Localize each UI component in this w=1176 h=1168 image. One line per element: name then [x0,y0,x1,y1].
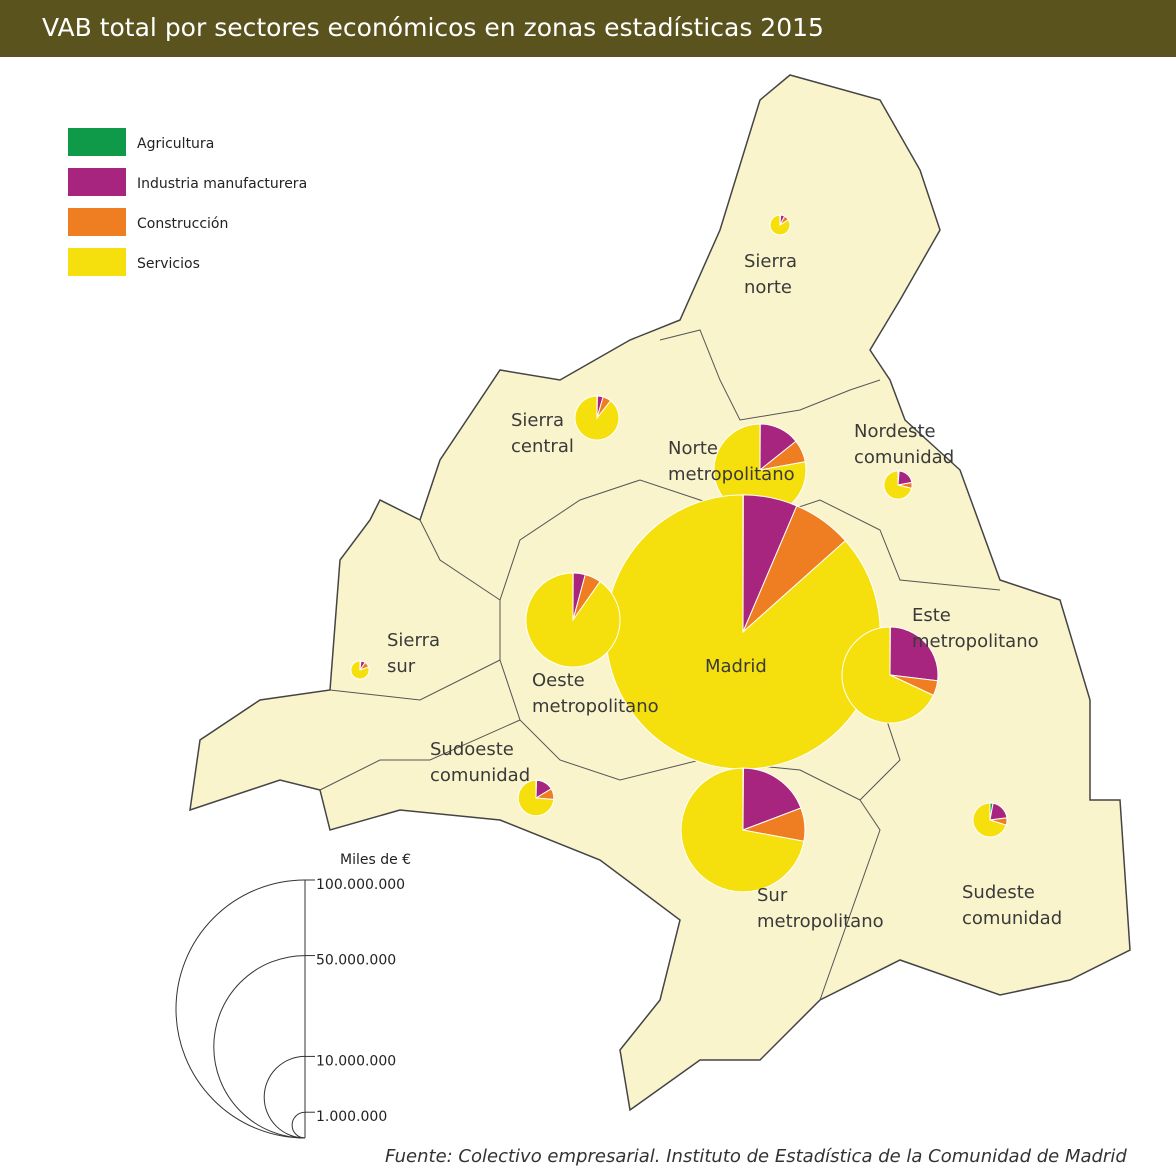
pie-slice [350,660,370,680]
zone-label: Este [912,605,951,626]
legend-label: Industria manufacturera [137,176,307,192]
pie-slice [742,767,802,831]
zone-label: comunidad [854,447,954,468]
zone-label: metropolitano [757,911,884,932]
pie-slice [883,470,913,500]
zone-label: Sur [757,885,788,906]
zone-label: sur [387,656,416,677]
zone-label: Sierra [511,410,564,431]
size-legend-label: 50.000.000 [316,953,396,969]
zone-label: metropolitano [912,631,1039,652]
zone-label: Sudoeste [430,739,514,760]
zone-label: Sudeste [962,882,1035,903]
header-bar [0,0,1176,57]
size-legend-circle [175,879,306,1139]
legend-swatch [68,248,126,276]
legend-label: Agricultura [137,136,214,152]
legend-swatch [68,128,126,156]
zone-label: central [511,436,574,457]
pie-slice [517,779,555,817]
zone-label: Madrid [705,656,767,677]
size-legend-label: 100.000.000 [316,877,405,893]
legend-label: Construcción [137,216,228,232]
size-legend-circle [263,1055,306,1139]
pie-slice [525,572,621,668]
zone-label: metropolitano [532,696,659,717]
pie-slice [769,214,791,236]
zone-label: Sierra [744,251,797,272]
legend-label: Servicios [137,256,200,272]
zone-label: Oeste [532,670,585,691]
zone-label: comunidad [962,908,1062,929]
zone-label: Norte [668,438,718,459]
pie-slice [972,802,1007,838]
pie-slice [841,626,935,724]
size-legend-circle [213,955,306,1139]
legend-swatch [68,208,126,236]
pie-slice [680,767,805,893]
source: Fuente: Colectivo empresarial. Instituto… [385,1146,1127,1167]
size-legend-title: Miles de € [340,852,411,868]
zone-label: Nordeste [854,421,936,442]
title: VAB total por sectores económicos en zon… [42,13,824,42]
size-legend-circle [291,1111,306,1139]
pie-slice [889,626,939,682]
size-legend-label: 10.000.000 [316,1053,396,1069]
size-legend-label: 1.000.000 [316,1109,387,1125]
zone-label: norte [744,277,792,298]
legend-swatch [68,168,126,196]
pie-slice [574,395,620,441]
zone-boundaries [319,329,1001,1001]
zone-label: comunidad [430,765,530,786]
zone-label: Sierra [387,630,440,651]
zone-label: metropolitano [668,464,795,485]
